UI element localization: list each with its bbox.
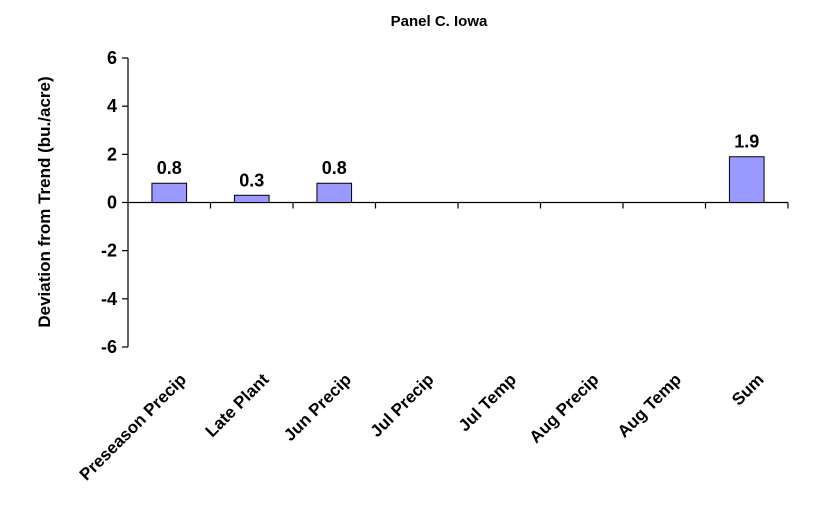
x-tick-label: Sum	[728, 370, 767, 409]
x-tick-label: Aug Precip	[526, 370, 603, 447]
data-label: 0.3	[239, 170, 264, 190]
y-tick-label: 6	[107, 48, 117, 68]
x-tick-label: Aug Temp	[614, 370, 685, 441]
y-tick-label: -4	[101, 289, 117, 309]
bar	[233, 194, 270, 203]
y-tick-label: 4	[107, 96, 117, 116]
y-tick-label: -2	[101, 241, 117, 261]
chart-title: Panel C. Iowa	[391, 13, 488, 30]
data-label: 1.9	[734, 132, 759, 152]
plot-area: 6 4 2 0 -2 -4 -6 0.8 Preseason Precip 0.3 Late Pla…	[76, 48, 789, 484]
x-tick-label: Late Plant	[202, 370, 273, 441]
bar	[151, 182, 188, 204]
y-tick-label: -6	[101, 337, 117, 357]
y-tick-label: 2	[107, 144, 117, 164]
data-label: 0.8	[322, 158, 347, 178]
y-axis-label: Deviation from Trend (bu./acre)	[35, 76, 54, 327]
y-tick-label: 0	[107, 193, 117, 213]
x-tick-label: Preseason Precip	[76, 370, 190, 484]
data-label: 0.8	[157, 158, 182, 178]
x-tick-label: Jul Precip	[367, 370, 438, 441]
bar	[728, 156, 765, 204]
bar	[316, 182, 353, 204]
x-tick-label: Jun Precip	[280, 370, 355, 445]
x-tick-label: Jul Temp	[455, 370, 520, 435]
